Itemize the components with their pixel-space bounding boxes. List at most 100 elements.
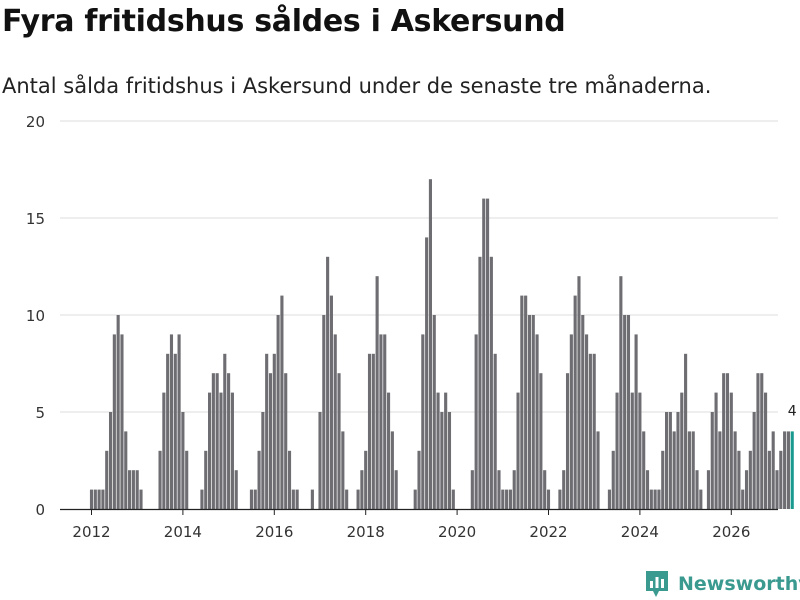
bar	[257, 450, 261, 509]
bar	[390, 431, 394, 509]
bar	[543, 470, 547, 509]
bar	[272, 353, 276, 509]
bar	[520, 295, 524, 509]
bar	[729, 392, 733, 509]
bar	[623, 315, 627, 509]
bar	[413, 489, 417, 509]
bar	[638, 392, 642, 509]
y-tick-label: 20	[26, 113, 45, 131]
bar	[417, 450, 421, 509]
x-tick-label: 2024	[621, 523, 659, 541]
bar-latest	[790, 431, 794, 509]
bar	[672, 431, 676, 509]
bar	[588, 353, 592, 509]
bar	[779, 450, 783, 509]
bar	[748, 450, 752, 509]
y-tick-label: 15	[26, 210, 45, 228]
newsworthy-logo-icon	[646, 571, 668, 597]
bar	[185, 450, 189, 509]
bar	[356, 489, 360, 509]
bar	[558, 489, 562, 509]
bar	[725, 373, 730, 509]
bar	[249, 489, 254, 509]
bar	[204, 450, 208, 509]
bar	[771, 431, 775, 509]
bar	[101, 489, 105, 509]
bar	[310, 489, 314, 509]
bar	[706, 470, 711, 509]
bar	[135, 470, 139, 509]
x-tick-label: 2012	[72, 523, 110, 541]
bars	[89, 179, 794, 509]
bar	[341, 431, 345, 509]
bar	[642, 431, 646, 509]
bar	[208, 392, 212, 509]
bar	[173, 353, 177, 509]
bar	[741, 489, 745, 509]
bar	[607, 489, 611, 509]
x-axis-ticks: 2012 2014 2016 2018 2020 2022 2024 2026	[72, 509, 750, 541]
bar	[261, 412, 265, 509]
bar	[512, 470, 516, 509]
bar	[630, 392, 634, 509]
bar	[219, 392, 223, 509]
bar	[364, 450, 368, 509]
bar	[585, 334, 589, 509]
bar	[634, 334, 638, 509]
bar	[230, 392, 234, 509]
x-tick-label: 2014	[164, 523, 202, 541]
bar	[268, 373, 273, 509]
x-tick-label: 2022	[529, 523, 567, 541]
bar	[581, 315, 585, 509]
bar	[97, 489, 101, 509]
bar	[181, 412, 185, 509]
bar	[139, 489, 143, 509]
bar	[665, 412, 669, 509]
y-axis-ticks: 0 5 10 15 20	[26, 113, 45, 519]
bar	[215, 373, 219, 509]
bar	[89, 489, 94, 509]
bar	[718, 431, 722, 509]
bar	[657, 489, 661, 509]
y-tick-label: 5	[35, 404, 45, 422]
bar	[695, 470, 699, 509]
bar	[619, 276, 623, 509]
bar	[680, 392, 684, 509]
bar	[394, 470, 398, 509]
bar	[546, 489, 551, 509]
bar	[615, 392, 619, 509]
x-tick-label: 2018	[347, 523, 385, 541]
bar	[577, 276, 581, 509]
bar	[474, 334, 478, 509]
bar	[592, 353, 596, 509]
bar	[744, 470, 749, 509]
bar	[539, 373, 543, 509]
bar	[626, 315, 631, 509]
bar	[470, 470, 474, 509]
bar	[756, 373, 760, 509]
x-tick-label: 2016	[255, 523, 293, 541]
bar	[360, 470, 364, 509]
bar	[322, 315, 326, 509]
bar	[649, 489, 653, 509]
bar	[432, 315, 436, 509]
bar	[505, 489, 509, 509]
bar	[367, 353, 372, 509]
bar	[508, 489, 512, 509]
bar	[767, 450, 771, 509]
bar	[760, 373, 764, 509]
bar	[722, 373, 726, 509]
bar	[775, 470, 779, 509]
bar	[596, 431, 600, 509]
bar	[383, 334, 387, 509]
bar	[425, 237, 429, 509]
bar	[223, 353, 227, 509]
bar	[428, 179, 432, 509]
chart-subtitle: Antal sålda fritidshus i Askersund under…	[2, 74, 712, 98]
bar	[287, 450, 292, 509]
bar	[166, 353, 170, 509]
bar	[524, 295, 528, 509]
bar	[234, 470, 238, 509]
bar	[562, 470, 566, 509]
bar	[280, 295, 284, 509]
